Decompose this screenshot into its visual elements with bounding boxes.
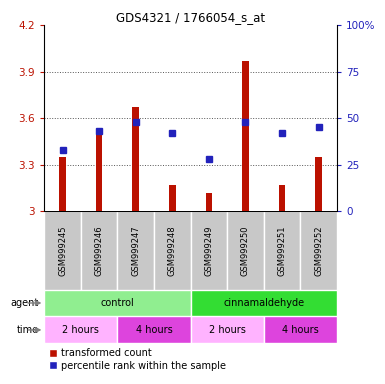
Text: GSM999249: GSM999249 (204, 225, 213, 276)
Bar (117, 316, 191, 343)
Bar (300, 211, 337, 290)
Text: GSM999247: GSM999247 (131, 225, 140, 276)
Legend: transformed count, percentile rank within the sample: transformed count, percentile rank withi… (49, 348, 226, 371)
Text: time: time (16, 325, 38, 335)
Bar (242, 61, 249, 211)
Bar (279, 185, 285, 211)
Text: 2 hours: 2 hours (209, 325, 246, 335)
Bar (191, 211, 227, 290)
Bar (154, 211, 191, 290)
Bar (96, 131, 102, 211)
Bar (81, 211, 117, 290)
Bar (132, 107, 139, 211)
Text: GSM999252: GSM999252 (314, 225, 323, 276)
Text: 2 hours: 2 hours (62, 325, 99, 335)
Bar (117, 211, 154, 290)
Text: agent: agent (10, 298, 39, 308)
Bar (264, 211, 300, 290)
Text: GSM999248: GSM999248 (168, 225, 177, 276)
Text: GSM999246: GSM999246 (95, 225, 104, 276)
Bar (44, 211, 81, 290)
Bar (206, 192, 212, 211)
Text: GSM999245: GSM999245 (58, 225, 67, 276)
Text: control: control (100, 298, 134, 308)
Text: GSM999250: GSM999250 (241, 225, 250, 276)
Bar (59, 157, 66, 211)
Text: 4 hours: 4 hours (282, 325, 319, 335)
Bar (169, 185, 176, 211)
Text: 4 hours: 4 hours (136, 325, 172, 335)
Text: cinnamaldehyde: cinnamaldehyde (223, 298, 304, 308)
Text: GSM999251: GSM999251 (278, 225, 286, 276)
Bar (315, 157, 322, 211)
Bar (191, 290, 337, 316)
Bar (44, 316, 117, 343)
Bar (264, 316, 337, 343)
Bar (191, 316, 264, 343)
Title: GDS4321 / 1766054_s_at: GDS4321 / 1766054_s_at (116, 11, 265, 24)
Bar (227, 211, 264, 290)
Bar (44, 290, 191, 316)
